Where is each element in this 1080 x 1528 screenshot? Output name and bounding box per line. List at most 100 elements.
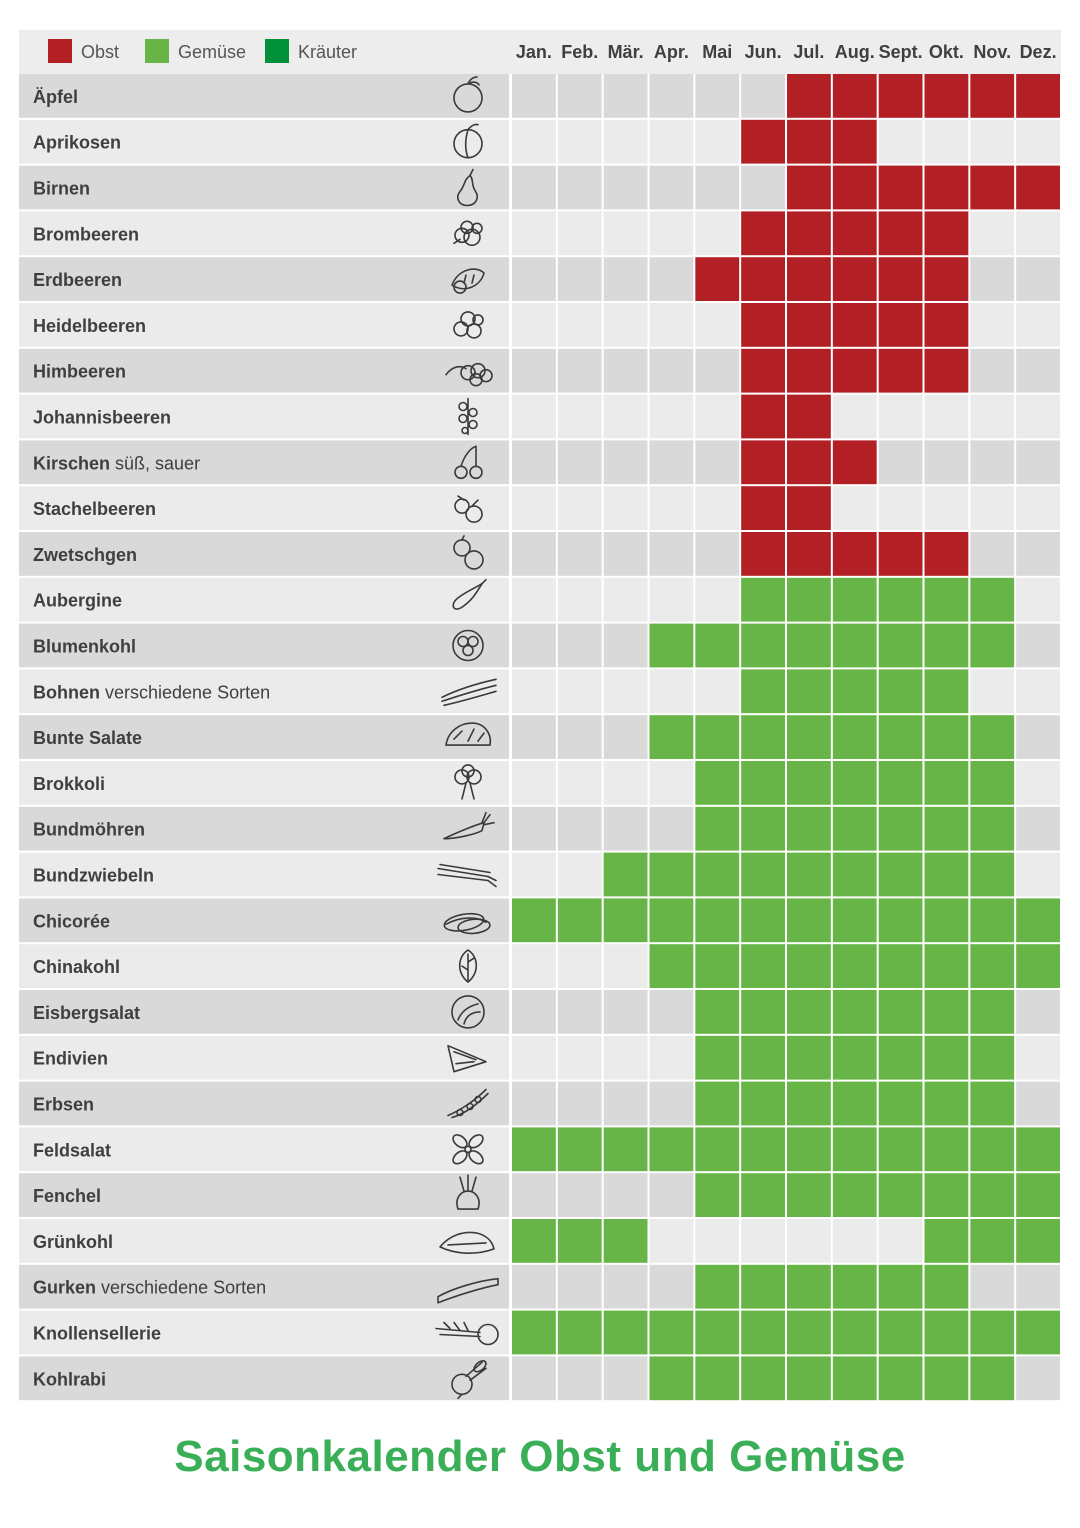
season-cell-active — [924, 806, 969, 851]
season-cell — [1016, 303, 1060, 347]
season-cell-active — [787, 486, 831, 530]
season-cell-active — [649, 715, 694, 759]
season-cell — [512, 348, 556, 393]
row-name: Aprikosen — [33, 133, 121, 153]
season-cell — [1016, 669, 1060, 714]
season-cell-active — [832, 761, 877, 805]
season-cell-active — [832, 119, 877, 164]
calendar-row: Erbsen — [19, 1081, 1060, 1126]
row-name-main: Bohnen — [33, 682, 100, 702]
season-cell-active — [924, 669, 969, 714]
row-name-main: Johannisbeeren — [33, 408, 171, 428]
calendar-rows: Äpfel Aprikosen Birnen Brombeeren Erdbeeren H… — [19, 74, 1060, 1401]
season-cell-active — [832, 257, 877, 301]
calendar-row: Erdbeeren — [19, 257, 1060, 301]
season-cell-active — [970, 1219, 1015, 1263]
carrot-icon — [443, 811, 495, 840]
season-cell — [649, 532, 694, 576]
apricot-icon — [453, 123, 483, 159]
season-cell — [603, 440, 648, 485]
month-label: Nov. — [973, 42, 1011, 62]
season-cell — [832, 1219, 877, 1263]
row-name-cell — [19, 119, 509, 164]
season-cell — [557, 1264, 602, 1309]
season-cell — [649, 1081, 694, 1126]
calendar-row: Zwetschgen — [19, 532, 1060, 576]
season-cell — [512, 852, 556, 897]
season-cell-active — [787, 1035, 831, 1080]
row-name: Bundmöhren — [33, 820, 145, 840]
season-cell-active — [970, 761, 1015, 805]
chicory-icon — [443, 912, 491, 935]
season-cell — [512, 761, 556, 805]
calendar-row: Brokkoli — [19, 761, 1060, 805]
season-cell — [512, 1264, 556, 1309]
season-cell-active — [924, 532, 969, 576]
row-name-cell — [19, 898, 509, 943]
season-cell-active — [924, 577, 969, 622]
row-name-cell — [19, 165, 509, 210]
season-cell-active — [695, 1035, 740, 1080]
season-cell — [557, 211, 602, 256]
season-cell — [557, 806, 602, 851]
season-cell-active — [649, 1127, 694, 1172]
season-cell-active — [924, 944, 969, 988]
season-cell — [970, 348, 1015, 393]
cucumber-icon — [437, 1277, 499, 1304]
season-cell — [649, 761, 694, 805]
season-cell-active — [832, 852, 877, 897]
season-cell — [557, 1356, 602, 1401]
row-name: Chicorée — [33, 911, 110, 931]
season-cell — [603, 806, 648, 851]
row-name-main: Feldsalat — [33, 1140, 111, 1160]
row-name-main: Blumenkohl — [33, 637, 136, 657]
season-cell-active — [787, 806, 831, 851]
season-cell — [741, 1219, 785, 1263]
season-cell — [603, 74, 648, 118]
season-cell — [603, 669, 648, 714]
row-name-main: Erbsen — [33, 1095, 94, 1115]
season-cell-active — [1016, 1310, 1060, 1355]
row-name-note: süß, sauer — [110, 453, 200, 473]
season-cell-active — [787, 74, 831, 118]
season-cell — [649, 165, 694, 210]
season-cell-active — [741, 348, 785, 393]
season-cell — [512, 119, 556, 164]
row-name: Chinakohl — [33, 957, 120, 977]
season-cell-active — [832, 1310, 877, 1355]
gooseberry-icon — [454, 495, 483, 523]
season-cell — [557, 532, 602, 576]
season-cell-active — [878, 944, 923, 988]
season-cell-active — [970, 623, 1015, 668]
season-cell-active — [832, 1173, 877, 1217]
season-cell — [741, 74, 785, 118]
row-name: Brombeeren — [33, 224, 139, 244]
row-name-main: Fenchel — [33, 1186, 101, 1206]
season-cell-active — [832, 348, 877, 393]
legend: Obst Gemüse Kräuter — [19, 30, 1061, 74]
season-cell — [878, 119, 923, 164]
season-cell — [924, 440, 969, 485]
season-cell — [649, 119, 694, 164]
season-cell-active — [741, 852, 785, 897]
season-cell-active — [741, 1264, 785, 1309]
season-cell — [603, 1035, 648, 1080]
calendar-row: Feldsalat — [19, 1127, 1060, 1172]
spring-onion-icon — [437, 863, 497, 888]
season-cell-active — [970, 577, 1015, 622]
season-cell — [649, 74, 694, 118]
season-cell-active — [741, 532, 785, 576]
row-name-cell — [19, 1219, 509, 1263]
row-name-note: verschiedene Sorten — [100, 682, 270, 702]
row-name: Erdbeeren — [33, 270, 122, 290]
season-cell-active — [878, 303, 923, 347]
row-name-main: Birnen — [33, 179, 90, 199]
season-cell — [1016, 577, 1060, 622]
season-cell-active — [832, 74, 877, 118]
row-name: Bundzwiebeln — [33, 866, 154, 886]
season-cell — [924, 394, 969, 439]
season-cell-active — [695, 990, 740, 1034]
season-cell-active — [878, 990, 923, 1034]
season-cell — [970, 119, 1015, 164]
season-cell-active — [787, 761, 831, 805]
